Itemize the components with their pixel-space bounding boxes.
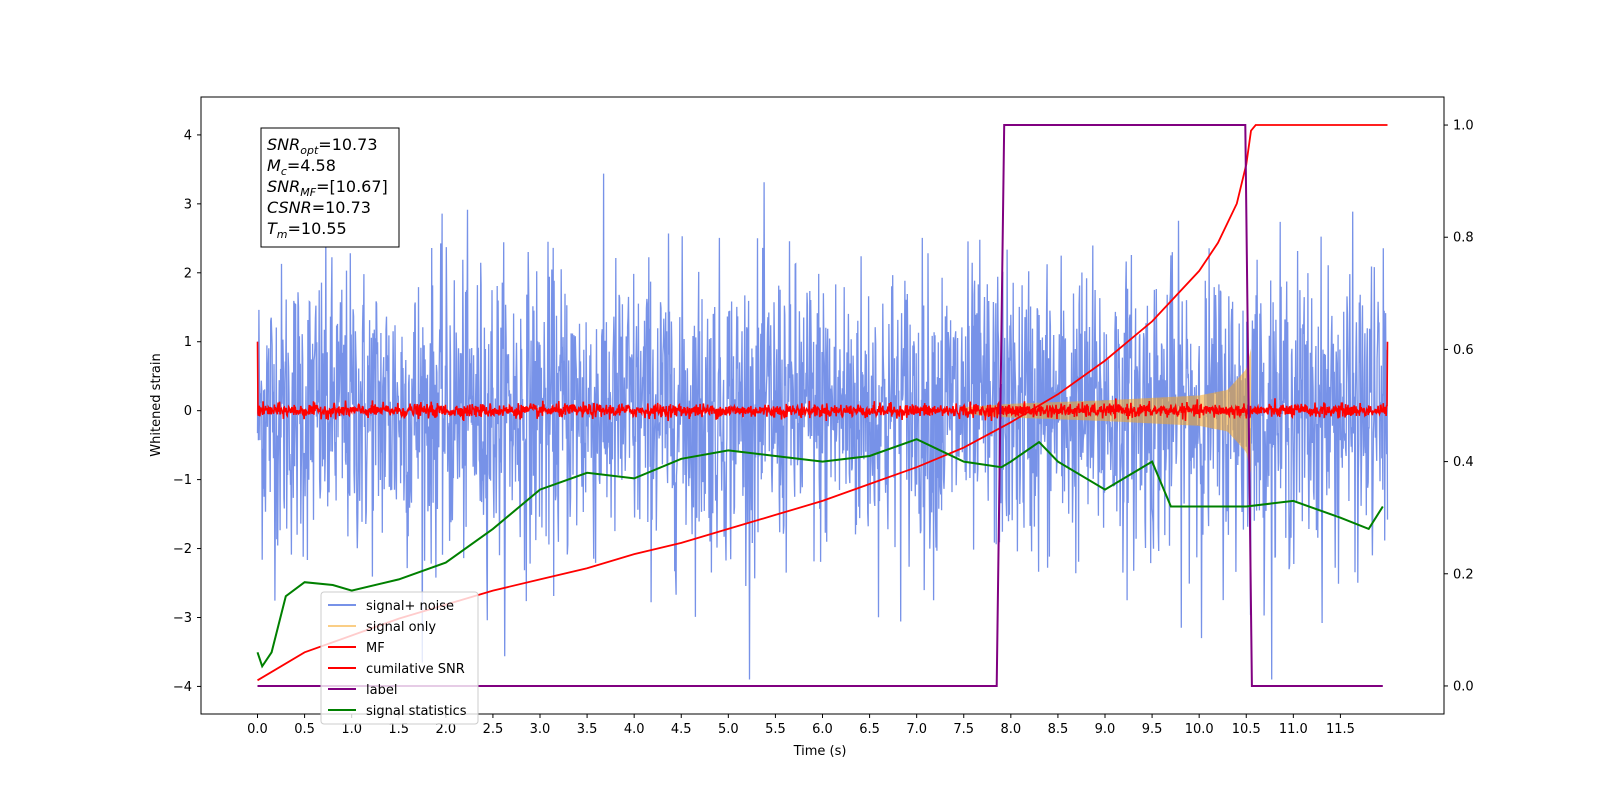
y-right-tick-label: 0.6 [1453, 343, 1474, 358]
y-left-tick-label: 4 [184, 128, 192, 143]
annotation-line: CSNR=10.73 [267, 198, 371, 217]
x-tick-label: 0.5 [294, 722, 315, 737]
legend-entry: signal statistics [366, 704, 467, 719]
x-tick-label: 6.0 [812, 722, 833, 737]
x-tick-label: 11.5 [1326, 722, 1355, 737]
legend-entry: cumilative SNR [366, 662, 465, 677]
x-tick-label: 7.5 [953, 722, 974, 737]
y-right-tick-label: 1.0 [1453, 119, 1474, 134]
label-series [257, 124, 1383, 687]
legend-entry: MF [366, 641, 385, 656]
signal-plus-noise-line [256, 173, 1389, 680]
y-right-tick-label: 0.8 [1453, 231, 1474, 246]
annotation-box: SNRopt=10.73Mc=4.58SNRMF=[10.67]CSNR=10.… [260, 127, 400, 248]
x-tick-label: 10.0 [1185, 722, 1214, 737]
y-right-tick-label: 0.0 [1453, 679, 1474, 694]
x-tick-label: 11.0 [1279, 722, 1308, 737]
annotation-line: Tm=10.55 [267, 219, 347, 241]
y-left-tick-label: −4 [173, 680, 192, 695]
legend-entry: label [366, 683, 397, 698]
legend-frame [320, 591, 479, 725]
y-right-tick-label: 0.4 [1453, 455, 1474, 470]
x-tick-label: 7.0 [906, 722, 927, 737]
annotation-box-frame [260, 127, 400, 248]
y-axis-left-label: Whitened strain [149, 353, 164, 456]
y-axis-right-ticks: 1.0 0.8 0.6 0.4 0.2 0.0 [1444, 119, 1474, 694]
x-tick-label: 4.0 [624, 722, 645, 737]
x-tick-label: 1.5 [388, 722, 409, 737]
x-tick-label: 9.0 [1095, 722, 1116, 737]
y-left-tick-label: 0 [184, 404, 192, 419]
y-left-tick-label: −1 [173, 473, 192, 488]
x-tick-label: 5.0 [718, 722, 739, 737]
x-tick-label: 4.5 [671, 722, 692, 737]
x-tick-label: 2.5 [483, 722, 504, 737]
x-axis-label: Time (s) [793, 744, 847, 759]
signal-statistics-line [256, 438, 1384, 669]
x-axis-ticks: 0.0 0.5 1.0 1.5 2.0 2.5 3.0 3.5 4.0 4.5 5.0 5.5 6.0 6… [247, 714, 1355, 737]
signal-statistics-series [256, 438, 1384, 669]
mf-line [256, 341, 1389, 422]
x-tick-label: 0.0 [247, 722, 268, 737]
x-tick-label: 3.5 [577, 722, 598, 737]
legend-entry: signal only [366, 620, 436, 635]
x-tick-label: 3.0 [530, 722, 551, 737]
x-tick-label: 8.5 [1048, 722, 1069, 737]
x-tick-label: 5.5 [765, 722, 786, 737]
legend-entry: signal+ noise [366, 599, 454, 614]
legend: signal+ noise signal only MF cumilative SNR… [320, 591, 479, 725]
y-left-tick-label: 3 [184, 197, 192, 212]
x-tick-label: 8.0 [1000, 722, 1021, 737]
y-right-tick-label: 0.2 [1453, 567, 1474, 582]
x-tick-label: 2.0 [435, 722, 456, 737]
annotation-line: Mc=4.58 [267, 156, 336, 178]
x-tick-label: 9.5 [1142, 722, 1163, 737]
signal-plus-noise-series [256, 173, 1389, 680]
y-left-tick-label: −2 [173, 542, 192, 557]
x-tick-label: 1.0 [341, 722, 362, 737]
y-left-tick-label: −3 [173, 611, 192, 626]
mf-series [256, 341, 1389, 422]
y-left-tick-label: 1 [184, 335, 192, 350]
y-axis-left-ticks: 4 3 2 1 0 −1 −2 −3 −4 [173, 128, 201, 695]
x-tick-label: 10.5 [1232, 722, 1261, 737]
annotation-line: SNRopt=10.73 [267, 135, 378, 157]
x-tick-label: 6.5 [859, 722, 880, 737]
label-line [257, 124, 1383, 687]
annotation-line: SNRMF=[10.67] [267, 177, 388, 199]
y-left-tick-label: 2 [184, 266, 192, 281]
